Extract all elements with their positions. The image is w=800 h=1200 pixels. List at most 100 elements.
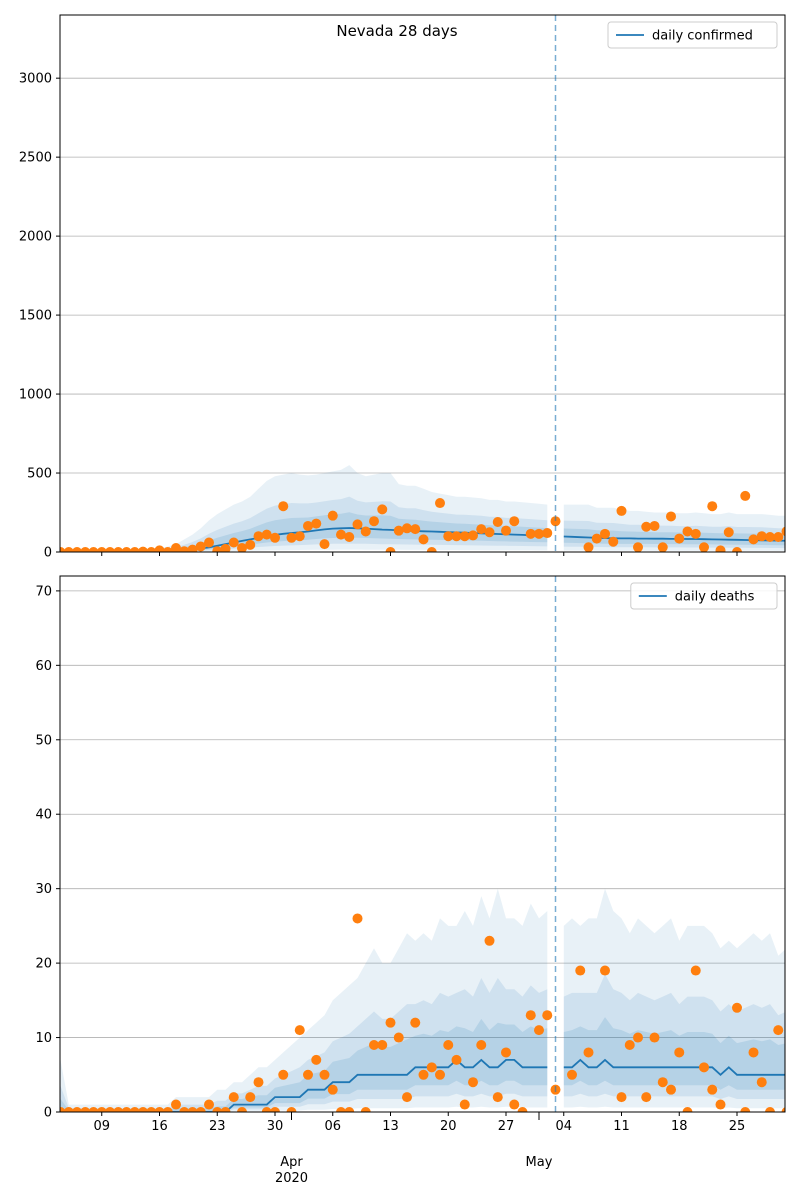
model-mean-line — [563, 1058, 785, 1077]
observed-point — [96, 1107, 107, 1112]
observed-point — [369, 516, 379, 527]
observed-point — [319, 1069, 330, 1080]
observed-point — [63, 547, 74, 552]
observed-point — [418, 1069, 429, 1080]
legend-label: daily deaths — [675, 590, 755, 605]
observed-point — [311, 1054, 322, 1065]
observed-point — [748, 534, 759, 545]
observed-point — [253, 531, 264, 542]
observed-point — [509, 516, 520, 527]
chart-title: Nevada 28 days — [336, 22, 457, 40]
observed-point — [451, 531, 462, 542]
observed-point — [245, 539, 256, 550]
observed-point — [732, 547, 742, 552]
model-mean-line — [60, 1058, 548, 1112]
observed-point — [492, 516, 503, 527]
observed-point — [402, 523, 412, 534]
x-tick-label: 25 — [729, 1119, 746, 1134]
y-tick-label: 50 — [35, 733, 52, 748]
observed-point — [715, 545, 726, 552]
observed-point — [129, 547, 140, 552]
observed-point — [352, 519, 363, 530]
observed-point — [501, 525, 511, 536]
observed-point — [583, 542, 594, 552]
observed-point — [616, 1092, 627, 1103]
observed-point — [666, 511, 676, 522]
x-major-tick-label: Apr — [280, 1155, 303, 1170]
observed-point — [237, 543, 247, 552]
observed-point — [666, 1084, 676, 1095]
observed-point — [327, 510, 338, 521]
observed-point — [732, 1002, 742, 1013]
observed-point — [443, 1040, 454, 1050]
observed-point — [162, 1107, 173, 1112]
observed-point — [435, 498, 445, 509]
y-tick-label: 70 — [35, 584, 52, 599]
observed-point — [80, 1107, 91, 1112]
observed-point — [765, 531, 775, 542]
observed-point — [105, 1107, 115, 1112]
observed-point — [773, 531, 784, 542]
observed-point — [369, 1040, 379, 1050]
axes-frame — [59, 14, 786, 553]
observed-point — [336, 529, 346, 540]
y-tick-label: 30 — [35, 882, 52, 897]
observed-point — [657, 1077, 668, 1088]
y-tick-label: 1000 — [19, 388, 52, 403]
observed-point — [501, 1047, 511, 1058]
observed-point — [699, 542, 709, 552]
observed-point — [327, 1084, 338, 1095]
observed-point — [435, 1069, 445, 1080]
observed-point — [682, 526, 693, 537]
x-major-tick-sublabel: 2020 — [275, 1171, 308, 1186]
observed-point — [286, 532, 297, 543]
observed-point — [740, 1107, 751, 1112]
x-tick-label: 04 — [555, 1119, 572, 1134]
x-tick-label: 16 — [151, 1119, 168, 1134]
observed-point — [616, 505, 627, 516]
observed-point — [674, 1047, 685, 1058]
observed-point — [179, 1107, 190, 1112]
observed-point — [707, 1084, 718, 1095]
legend-box — [607, 21, 778, 49]
observed-point — [336, 1107, 346, 1112]
x-tick-label: 27 — [498, 1119, 515, 1134]
observed-point — [311, 518, 322, 529]
observed-point — [113, 547, 124, 552]
observed-point — [195, 541, 206, 552]
observed-point — [377, 1040, 388, 1050]
observed-point — [459, 1099, 470, 1110]
y-tick-label: 1500 — [19, 309, 52, 324]
uncertainty-band-middle — [60, 974, 785, 1112]
observed-point — [641, 521, 652, 532]
observed-point — [550, 516, 561, 527]
observed-point — [509, 1099, 520, 1110]
observed-point — [418, 534, 429, 545]
uncertainty-band-inner — [60, 1017, 785, 1112]
observed-point — [154, 545, 165, 552]
observed-point — [534, 1025, 544, 1036]
observed-point — [72, 547, 82, 552]
x-tick-label: 06 — [324, 1119, 341, 1134]
deaths-panel: 0 10 20 30 40 50 60 70 09 16 23 30 06 13 20 27 04 11 18 25 A… — [35, 575, 786, 1186]
observed-point — [790, 525, 800, 535]
x-major-tick-label: May — [526, 1155, 553, 1170]
observed-point — [476, 524, 487, 535]
observed-point — [138, 546, 148, 552]
observed-point — [253, 1077, 264, 1088]
observed-point — [344, 531, 355, 542]
observed-point — [657, 542, 668, 552]
observed-point — [633, 1032, 643, 1043]
x-tick-label: 13 — [382, 1119, 399, 1134]
observed-point — [426, 547, 437, 552]
observed-point — [624, 1040, 635, 1050]
observed-point — [212, 1107, 223, 1112]
observed-point — [204, 537, 214, 548]
observed-point — [575, 965, 586, 976]
observed-point — [72, 1107, 82, 1112]
observed-point — [542, 1010, 553, 1021]
x-tick-label: 11 — [613, 1119, 630, 1134]
observed-point — [756, 1077, 767, 1088]
x-tick-label: 30 — [267, 1119, 284, 1134]
